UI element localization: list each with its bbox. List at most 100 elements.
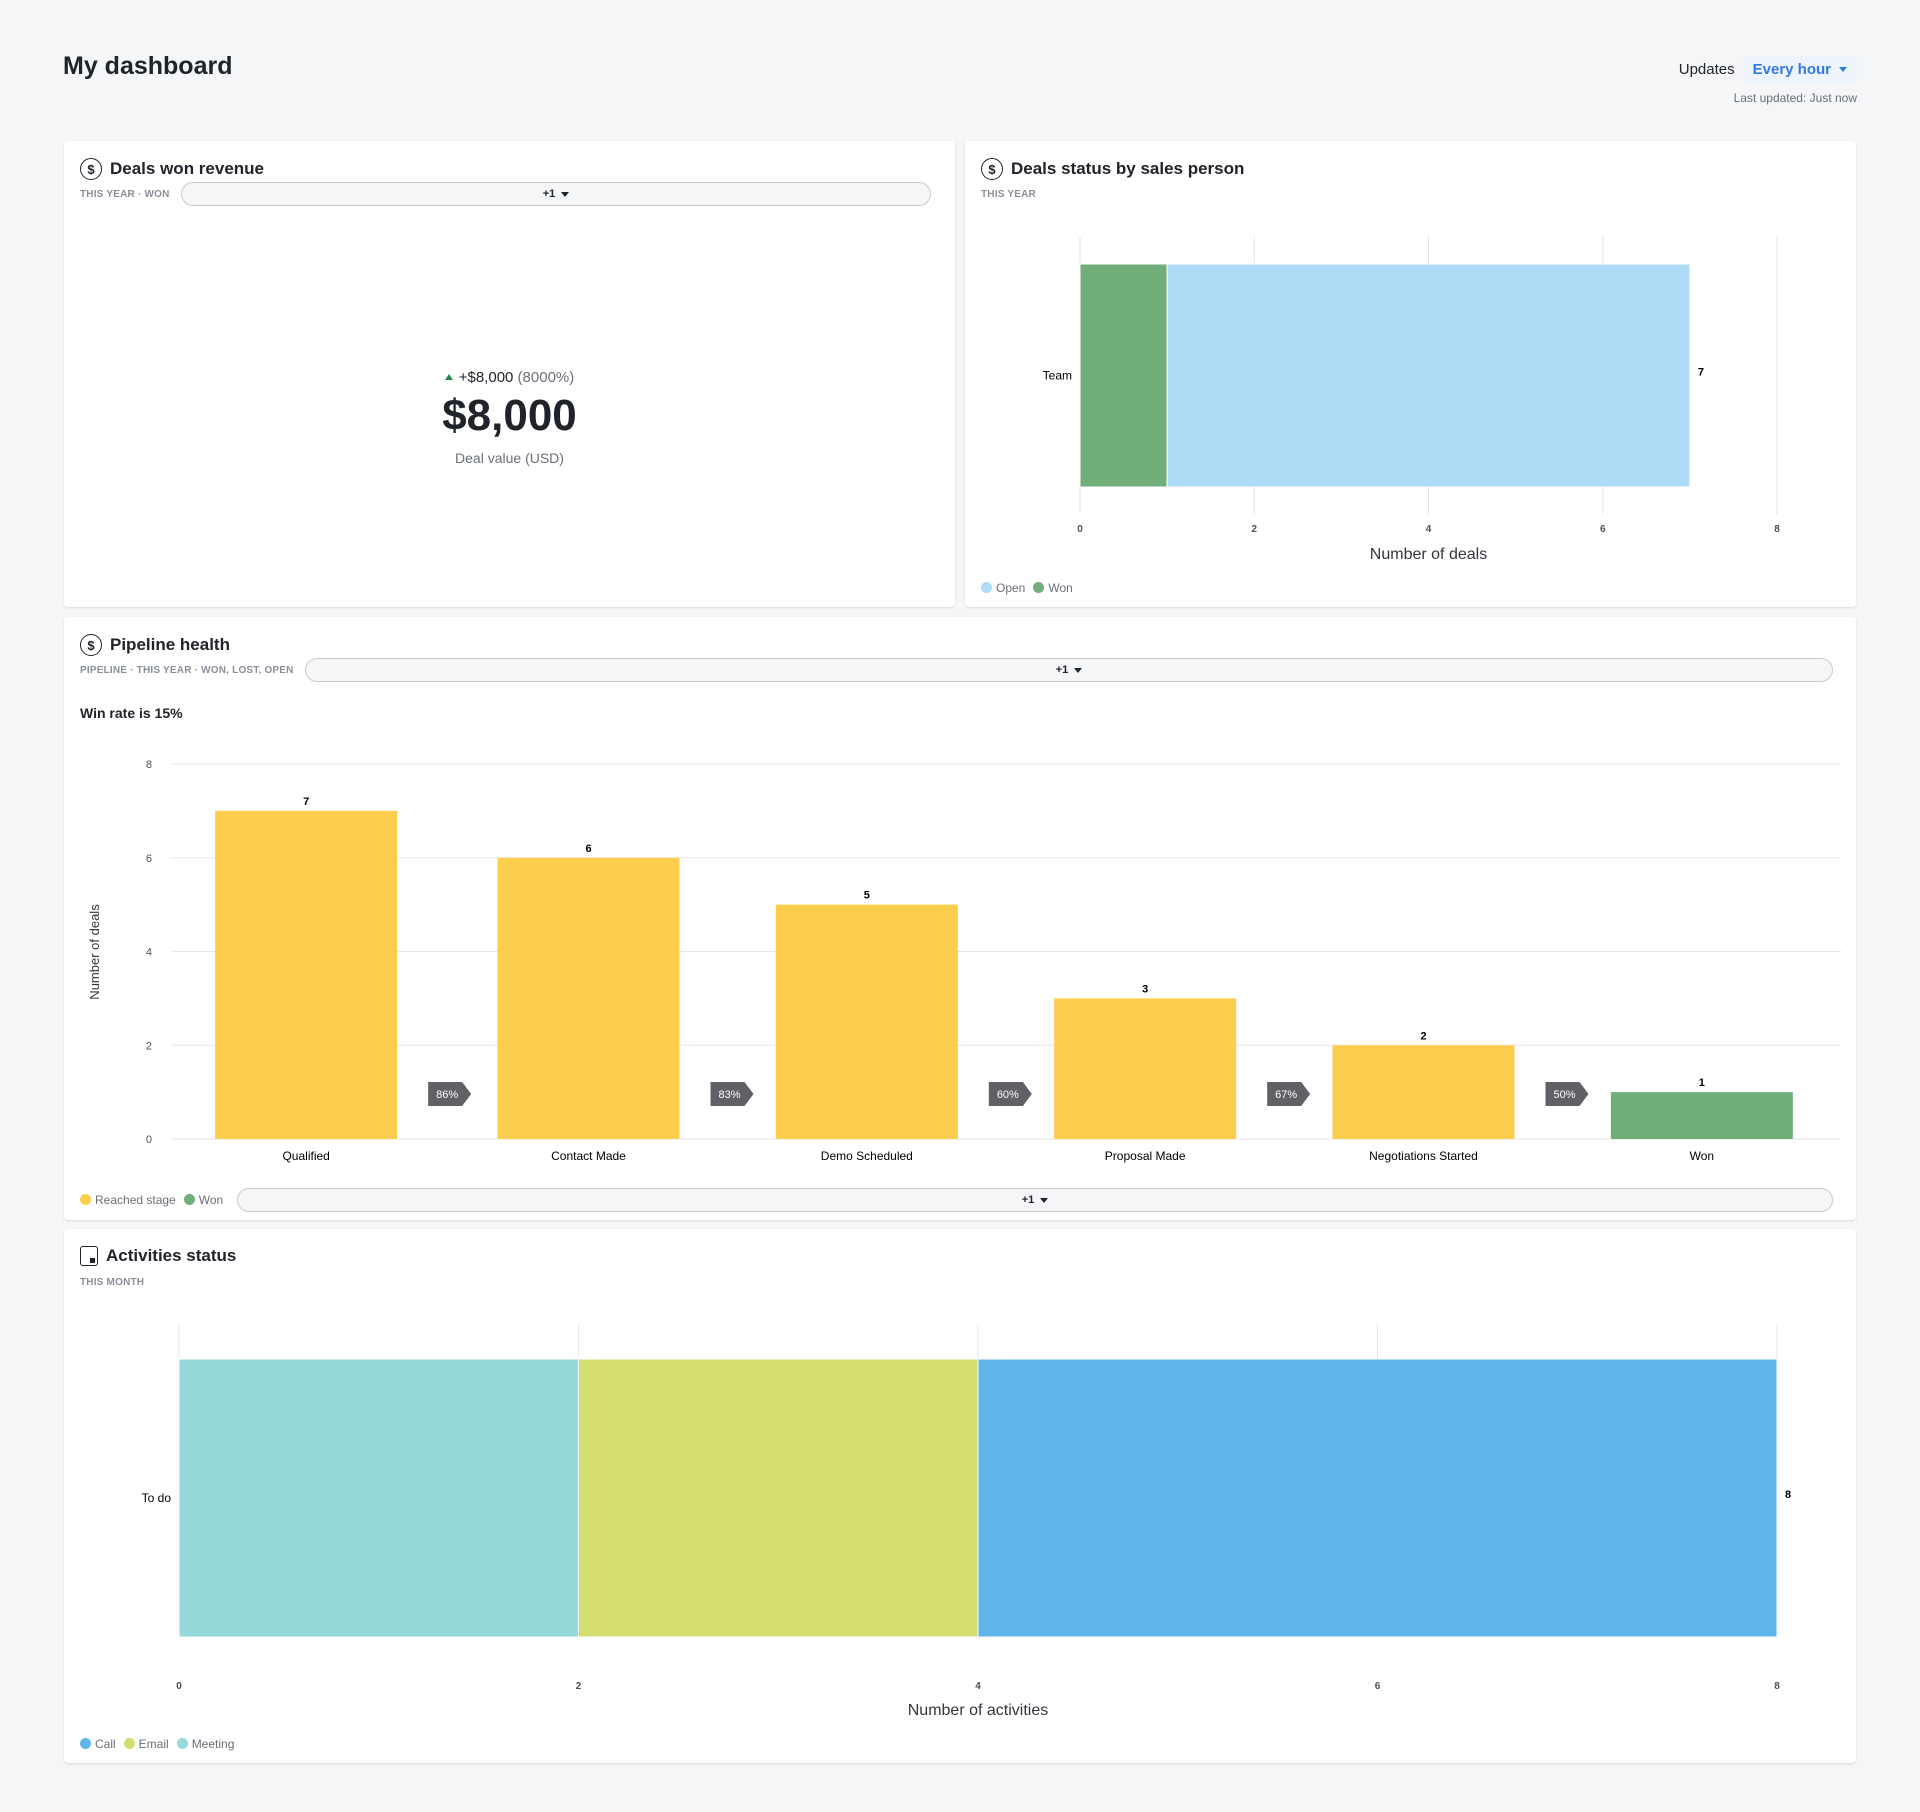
updates-frequency-dropdown[interactable]: Every hour — [1742, 56, 1857, 83]
legend-won[interactable]: Won — [1033, 581, 1073, 595]
bar — [775, 904, 958, 1139]
x-tick-label: 2 — [576, 1681, 582, 1692]
x-tick-label: 4 — [975, 1681, 981, 1692]
y-tick-label: 6 — [146, 853, 152, 865]
card-title: Deals status by sales person — [1011, 159, 1245, 178]
conversion-badge — [1545, 1082, 1589, 1106]
bar-segment-open — [1166, 263, 1691, 488]
category-label: Team — [1043, 369, 1072, 383]
y-axis-title: Number of deals — [87, 904, 102, 1000]
total-label: 7 — [1698, 367, 1704, 379]
filter: THIS MONTH — [80, 1277, 145, 1288]
activities-chart: 0 2 4 6 8 8 To do Number of activities — [142, 1325, 1791, 1719]
legend-dot — [80, 1738, 91, 1749]
revenue-value: $8,000 — [442, 391, 577, 440]
category-label: Won — [1690, 1149, 1714, 1163]
y-tick-label: 8 — [146, 759, 152, 771]
bar-value-label: 2 — [1420, 1030, 1426, 1042]
filter: WON, LOST, OPEN — [201, 665, 294, 676]
legend-dot — [80, 1194, 91, 1205]
last-updated: Last updated: Just now — [1733, 91, 1857, 105]
x-tick-label: 6 — [1600, 524, 1606, 535]
more-filters-button[interactable]: +1 — [305, 658, 1833, 682]
conversion-badge — [1267, 1082, 1311, 1106]
legend-won[interactable]: Won — [183, 1193, 223, 1207]
filter: WON — [144, 189, 170, 200]
bar-segment-email — [578, 1358, 979, 1638]
legend-meeting[interactable]: Meeting — [176, 1737, 234, 1751]
deals-status-chart: 0 2 4 6 8 7 Team Number of deals — [1043, 236, 1780, 563]
dollar-circle-icon: $ — [80, 158, 102, 180]
category-label: To do — [142, 1491, 172, 1505]
legend-dot — [981, 582, 992, 593]
delta-value: +$8,000 — [458, 369, 514, 386]
bar — [1054, 998, 1237, 1139]
more-filters-button[interactable]: +1 — [181, 182, 931, 206]
y-tick-label: 0 — [146, 1134, 152, 1146]
page-title: My dashboard — [63, 52, 233, 80]
filter: THIS YEAR — [80, 189, 135, 200]
chevron-down-icon — [561, 191, 570, 197]
legend-more-button[interactable]: +1 — [237, 1188, 1833, 1212]
bar-segment-won — [1079, 263, 1168, 488]
more-filters-label: +1 — [1055, 664, 1069, 676]
category-label: Negotiations Started — [1369, 1149, 1478, 1163]
updates-frequency-value: Every hour — [1752, 61, 1831, 78]
x-axis-title: Number of deals — [1370, 546, 1487, 563]
legend-dot — [123, 1738, 135, 1749]
card-title: Pipeline health — [110, 635, 230, 654]
bar-value-label: 5 — [864, 890, 870, 902]
card-title: Activities status — [106, 1246, 237, 1265]
bar — [497, 857, 680, 1139]
delta-percent: (8000%) — [517, 369, 575, 386]
category-label: Contact Made — [551, 1149, 626, 1163]
pipeline-chart: 0 2 4 6 8 Number of deals 7 Qualified 86% 6 Contac… — [87, 759, 1841, 1163]
bar — [1610, 1092, 1793, 1139]
total-label: 8 — [1785, 1489, 1791, 1501]
deals-status-card: $ Deals status by sales person THIS YEAR … — [965, 141, 1856, 607]
chevron-down-icon — [1040, 1197, 1049, 1203]
dollar-circle-icon: $ — [981, 158, 1003, 180]
delta-up-icon — [444, 374, 453, 380]
legend-reached-stage[interactable]: Reached stage — [80, 1193, 176, 1207]
bar-value-label: 7 — [303, 796, 309, 808]
category-label: Proposal Made — [1105, 1149, 1186, 1163]
filter: PIPELINE — [80, 665, 128, 676]
bar-segment-meeting — [178, 1358, 579, 1638]
legend-more-label: +1 — [1021, 1194, 1035, 1206]
bar-value-label: 1 — [1699, 1077, 1705, 1089]
conversion-rate: 67% — [1275, 1089, 1297, 1101]
y-tick-label: 4 — [146, 947, 152, 959]
win-rate: Win rate is 15% — [80, 705, 183, 721]
conversion-badge — [710, 1082, 754, 1106]
chevron-down-icon — [1839, 67, 1847, 72]
x-tick-label: 6 — [1375, 1681, 1381, 1692]
bar — [215, 810, 398, 1139]
legend-dot — [183, 1194, 195, 1205]
x-tick-label: 8 — [1774, 524, 1780, 535]
category-label: Demo Scheduled — [821, 1149, 913, 1163]
category-label: Qualified — [282, 1149, 329, 1163]
more-filters-label: +1 — [542, 188, 556, 200]
bar-segment-call — [977, 1358, 1778, 1638]
conversion-rate: 86% — [436, 1089, 458, 1101]
conversion-rate: 50% — [1553, 1089, 1575, 1101]
dollar-circle-icon: $ — [80, 634, 102, 656]
conversion-badge — [988, 1082, 1032, 1106]
x-tick-label: 2 — [1251, 524, 1257, 535]
conversion-rate: 60% — [997, 1089, 1019, 1101]
chevron-down-icon — [1074, 667, 1083, 673]
activities-status-card: Activities status THIS MONTH 0 2 4 6 8 8 To do… — [64, 1229, 1856, 1763]
filter: THIS YEAR — [136, 665, 192, 676]
bar — [1332, 1045, 1515, 1139]
x-tick-label: 0 — [1077, 524, 1083, 535]
legend-open[interactable]: Open — [981, 581, 1025, 595]
deals-won-revenue-card: $ Deals won revenue THIS YEAR · WON +1 +$… — [64, 141, 955, 607]
x-axis-title: Number of activities — [908, 1702, 1049, 1719]
bar-value-label: 6 — [585, 843, 591, 855]
legend-email[interactable]: Email — [123, 1737, 169, 1751]
legend-call[interactable]: Call — [80, 1737, 116, 1751]
bar-value-label: 3 — [1142, 983, 1148, 995]
legend-dot — [1033, 582, 1045, 593]
y-tick-label: 2 — [146, 1040, 152, 1052]
